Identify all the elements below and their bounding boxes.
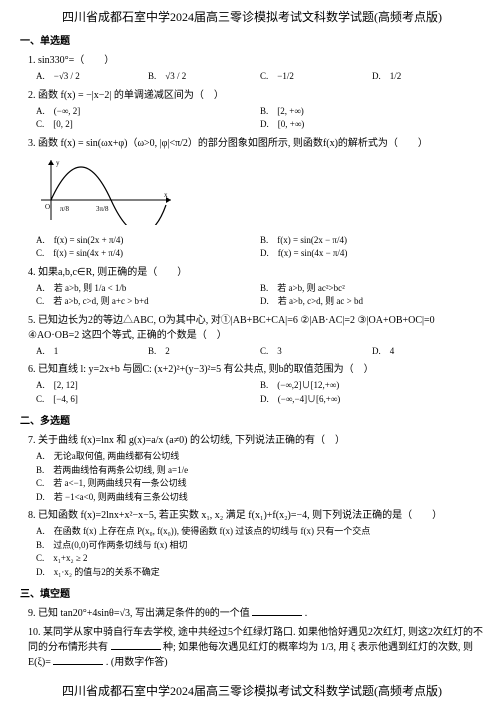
xlabel1: π/8 [60,205,69,213]
q3-options: A. f(x) = sin(2x + π/4) B. f(x) = sin(2x… [36,234,484,261]
question-3: 3. 函数 f(x) = sin(ωx+φ)（ω>0, |φ|<π/2）的部分图… [28,136,484,261]
q1-stem: 1. sin330°=（ ） [28,53,484,68]
q3-opt-c: C. f(x) = sin(4x + π/4) [36,247,260,261]
q10-blank-1 [111,640,161,650]
q8-options: A. 在函数 f(x) 上存在点 P(x₀, f(x₀)), 使得函数 f(x)… [28,525,484,579]
q6-opt-d: D. (−∞,−4]∪[6,+∞) [260,393,484,407]
q2-opt-c: C. [0, 2] [36,118,260,132]
q6-options: A. [2, 12] B. (−∞,2]∪[12,+∞) C. [−4, 6] … [36,379,484,406]
q4-opt-c: C. 若 a>b, c>d, 则 a+c > b+d [36,295,260,309]
q7-options: A. 无论a取何值, 两曲线都有公切线 B. 若两曲线恰有两条公切线, 则 a=… [28,450,484,504]
question-8: 8. 已知函数 f(x)=2lnx+x²−x−5, 若正实数 x₁, x₂ 满足… [28,508,484,579]
q3-opt-a: A. f(x) = sin(2x + π/4) [36,234,260,248]
q6-opt-b: B. (−∞,2]∪[12,+∞) [260,379,484,393]
q2-opt-d: D. [0, +∞) [260,118,484,132]
question-9: 9. 已知 tan20°+4sinθ=√3, 写出满足条件的θ的一个值 . [28,606,484,621]
q2-opt-b: B. [2, +∞) [260,105,484,119]
page-footer: 四川省成都石室中学2024届高三零诊模拟考试文科数学试题(高频考点版) [20,682,484,700]
q8-stem: 8. 已知函数 f(x)=2lnx+x²−x−5, 若正实数 x₁, x₂ 满足… [28,508,484,523]
q5-opt-b: B. 2 [148,345,260,359]
q3-graph: O π/8 3π/8 x y [36,155,476,230]
q4-opt-d: D. 若 a>b, c>d, 则 ac > bd [260,295,484,309]
section-blank: 三、填空题 [20,587,484,602]
q7-opt-a: A. 无论a取何值, 两曲线都有公切线 [36,450,484,464]
q8-opt-b: B. 过点(0,0)可作两条切线与 f(x) 相切 [36,539,484,553]
q1-opt-a: A. −√3 / 2 [36,70,148,84]
q2-stem: 2. 函数 f(x) = −|x−2| 的单调递减区间为（ ） [28,88,484,103]
q10-blank-2 [53,655,103,665]
q2-opt-a: A. (−∞, 2] [36,105,260,119]
q5-stem: 5. 已知边长为2的等边△ABC, O为其中心, 对①|AB+BC+CA|=6 … [28,313,484,343]
section-single: 一、单选题 [20,34,484,49]
question-5: 5. 已知边长为2的等边△ABC, O为其中心, 对①|AB+BC+CA|=6 … [28,313,484,359]
question-7: 7. 关于曲线 f(x)=lnx 和 g(x)=a/x (a≠0) 的公切线, … [28,433,484,504]
q8-opt-d: D. x₁·x₂ 的值与2的关系不确定 [36,566,484,580]
q9-blank [252,606,302,616]
question-10: 10. 某同学从家中骑自行车去学校, 途中共经过5个红绿灯路口. 如果他恰好遇见… [28,625,484,670]
q9-stem-a: 9. 已知 tan20°+4sinθ=√3, 写出满足条件的θ的一个值 [28,608,250,619]
q9-stem-b: . [305,608,308,619]
q6-opt-c: C. [−4, 6] [36,393,260,407]
xaxis-label: x [164,191,168,199]
q5-opt-d: D. 4 [372,345,484,359]
q6-stem: 6. 已知直线 l: y=2x+b 与圆C: (x+2)²+(y−3)²=5 有… [28,362,484,377]
q5-opt-a: A. 1 [36,345,148,359]
q7-opt-d: D. 若 −1<a<0, 则两曲线有三条公切线 [36,491,484,505]
q1-opt-c: C. −1/2 [260,70,372,84]
q10-stem-c: . (用数字作答) [106,657,168,668]
q5-opt-c: C. 3 [260,345,372,359]
origin-label: O [45,203,50,211]
q1-options: A. −√3 / 2 B. √3 / 2 C. −1/2 D. 1/2 [36,70,484,84]
q6-opt-a: A. [2, 12] [36,379,260,393]
q4-opt-a: A. 若 a>b, 则 1/a < 1/b [36,282,260,296]
question-1: 1. sin330°=（ ） A. −√3 / 2 B. √3 / 2 C. −… [28,53,484,84]
section-multi: 二、多选题 [20,414,484,429]
q1-opt-d: D. 1/2 [372,70,484,84]
q3-stem: 3. 函数 f(x) = sin(ωx+φ)（ω>0, |φ|<π/2）的部分图… [28,136,484,151]
yaxis-label: y [56,159,60,167]
question-4: 4. 如果a,b,c∈R, 则正确的是（ ） A. 若 a>b, 则 1/a <… [28,265,484,309]
q8-opt-a: A. 在函数 f(x) 上存在点 P(x₀, f(x₀)), 使得函数 f(x)… [36,525,484,539]
question-6: 6. 已知直线 l: y=2x+b 与圆C: (x+2)²+(y−3)²=5 有… [28,362,484,406]
q3-opt-d: D. f(x) = sin(4x − π/4) [260,247,484,261]
q7-opt-b: B. 若两曲线恰有两条公切线, 则 a=1/e [36,464,484,478]
q7-stem: 7. 关于曲线 f(x)=lnx 和 g(x)=a/x (a≠0) 的公切线, … [28,433,484,448]
q8-opt-c: C. x₁+x₂ ≥ 2 [36,552,484,566]
q3-opt-b: B. f(x) = sin(2x − π/4) [260,234,484,248]
q2-options: A. (−∞, 2] B. [2, +∞) C. [0, 2] D. [0, +… [36,105,484,132]
q7-opt-c: C. 若 a<−1, 则两曲线只有一条公切线 [36,477,484,491]
q5-options: A. 1 B. 2 C. 3 D. 4 [36,345,484,359]
q4-opt-b: B. 若 a>b, 则 ac²>bc² [260,282,484,296]
page-title: 四川省成都石室中学2024届高三零诊模拟考试文科数学试题(高频考点版) [20,8,484,26]
xlabel2: 3π/8 [96,205,109,213]
q4-stem: 4. 如果a,b,c∈R, 则正确的是（ ） [28,265,484,280]
q1-opt-b: B. √3 / 2 [148,70,260,84]
question-2: 2. 函数 f(x) = −|x−2| 的单调递减区间为（ ） A. (−∞, … [28,88,484,132]
q4-options: A. 若 a>b, 则 1/a < 1/b B. 若 a>b, 则 ac²>bc… [36,282,484,309]
